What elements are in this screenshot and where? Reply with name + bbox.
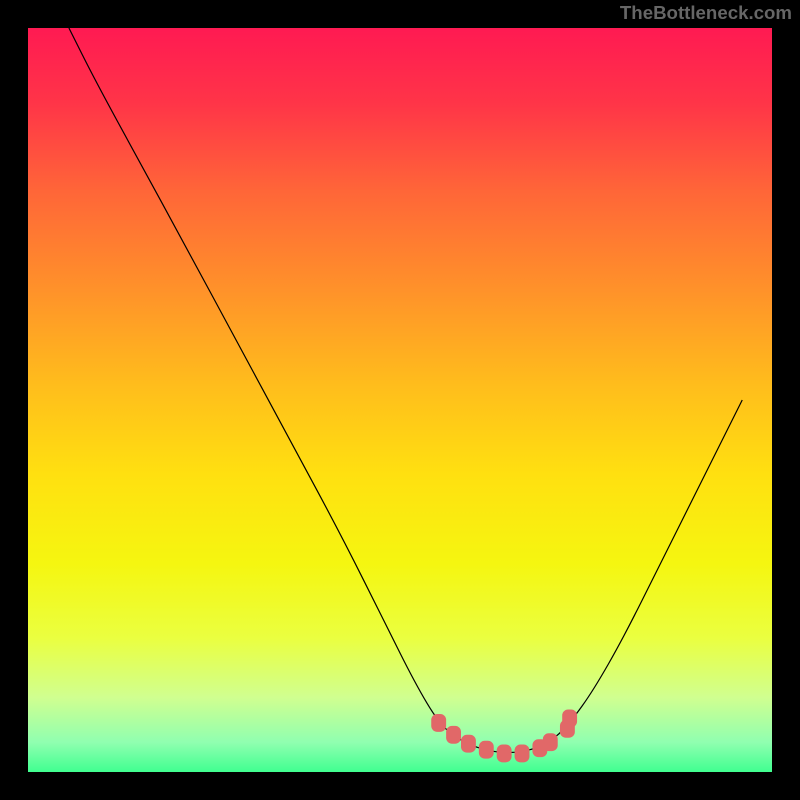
watermark-text: TheBottleneck.com bbox=[620, 2, 792, 24]
chart-border bbox=[0, 0, 800, 800]
chart-frame: TheBottleneck.com bbox=[0, 0, 800, 800]
